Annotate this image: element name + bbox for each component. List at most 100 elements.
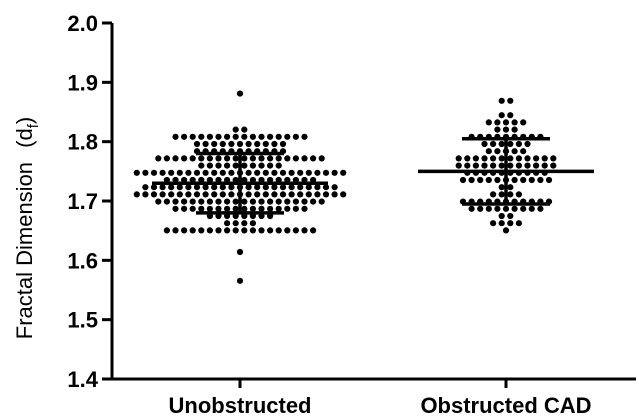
data-point xyxy=(249,162,256,169)
data-point xyxy=(211,169,218,176)
data-point xyxy=(271,184,278,191)
data-point xyxy=(310,227,317,234)
data-point xyxy=(232,227,239,234)
data-point xyxy=(249,220,256,227)
data-point xyxy=(279,191,287,198)
data-point xyxy=(206,133,213,140)
data-point xyxy=(224,162,231,169)
data-point xyxy=(163,155,170,162)
data-point xyxy=(515,220,523,227)
data-point xyxy=(537,176,544,184)
data-point xyxy=(163,198,170,205)
data-point xyxy=(279,140,287,148)
x-category-label: Obstructed CAD xyxy=(420,393,591,418)
data-point xyxy=(481,162,488,169)
data-point xyxy=(502,126,510,133)
data-point xyxy=(472,162,479,169)
data-point xyxy=(485,205,492,212)
data-point xyxy=(511,205,518,212)
data-point xyxy=(292,227,299,234)
data-point xyxy=(198,155,205,162)
data-point xyxy=(275,162,282,169)
data-point xyxy=(322,191,330,198)
data-point xyxy=(502,227,510,234)
data-point xyxy=(159,191,166,198)
data-point xyxy=(494,148,501,155)
data-point xyxy=(155,198,162,205)
data-point xyxy=(168,184,175,191)
data-point xyxy=(150,184,158,191)
data-point xyxy=(142,184,149,191)
data-point xyxy=(507,155,514,162)
data-point xyxy=(206,155,213,162)
data-point xyxy=(301,133,308,140)
data-point xyxy=(258,227,265,234)
data-point xyxy=(477,205,484,212)
data-point xyxy=(168,169,175,176)
data-point xyxy=(258,205,265,212)
data-point xyxy=(172,205,179,212)
data-point xyxy=(550,162,557,169)
data-point xyxy=(249,198,256,205)
data-point xyxy=(524,140,531,148)
data-point xyxy=(528,176,535,184)
data-point xyxy=(331,169,338,176)
y-axis-title-symbol: d xyxy=(12,128,37,140)
data-point xyxy=(459,176,467,184)
data-point xyxy=(228,184,235,191)
data-point xyxy=(241,126,248,133)
data-point xyxy=(511,176,518,184)
data-point xyxy=(224,133,231,140)
data-point xyxy=(206,205,213,212)
data-point xyxy=(314,191,321,198)
data-point xyxy=(245,169,252,176)
data-point xyxy=(301,155,308,162)
data-point xyxy=(314,184,321,191)
data-point xyxy=(292,155,299,162)
data-point xyxy=(267,205,274,212)
data-points xyxy=(133,90,557,284)
data-point xyxy=(189,227,196,234)
data-point xyxy=(507,212,514,220)
data-point xyxy=(181,205,188,212)
y-axis-title-subscript: f xyxy=(25,123,42,128)
data-point xyxy=(172,155,179,162)
data-point xyxy=(241,198,248,205)
data-point xyxy=(236,90,244,97)
data-point xyxy=(279,169,287,176)
data-point xyxy=(245,140,252,148)
data-point xyxy=(202,184,209,191)
data-point xyxy=(185,191,192,198)
data-point xyxy=(142,169,149,176)
data-point xyxy=(507,220,514,227)
data-point xyxy=(211,140,218,148)
data-point xyxy=(133,169,140,176)
data-point xyxy=(292,205,299,212)
y-axis: 1.4 1.5 1.6 1.7 1.8 1.9 2.0 xyxy=(67,11,114,392)
data-point xyxy=(533,162,540,169)
data-point xyxy=(511,119,518,126)
data-point xyxy=(310,198,317,205)
data-point xyxy=(249,133,256,140)
data-point xyxy=(193,169,201,176)
data-point xyxy=(515,155,523,162)
data-point xyxy=(232,220,239,227)
data-point xyxy=(193,191,201,198)
data-point xyxy=(485,176,492,184)
data-point xyxy=(284,198,291,205)
data-point xyxy=(271,191,278,198)
data-point xyxy=(219,191,226,198)
data-point xyxy=(254,191,261,198)
data-point xyxy=(507,191,514,198)
data-point xyxy=(331,191,338,198)
y-axis-title: Fractal Dimension (df) xyxy=(12,117,42,339)
data-point xyxy=(181,198,188,205)
data-point xyxy=(284,227,291,234)
data-point xyxy=(284,205,291,212)
data-point xyxy=(254,169,261,176)
data-point xyxy=(288,191,295,198)
mean-sd-bars xyxy=(152,136,594,215)
data-point xyxy=(498,191,505,198)
data-point xyxy=(502,119,510,126)
data-point xyxy=(206,198,213,205)
